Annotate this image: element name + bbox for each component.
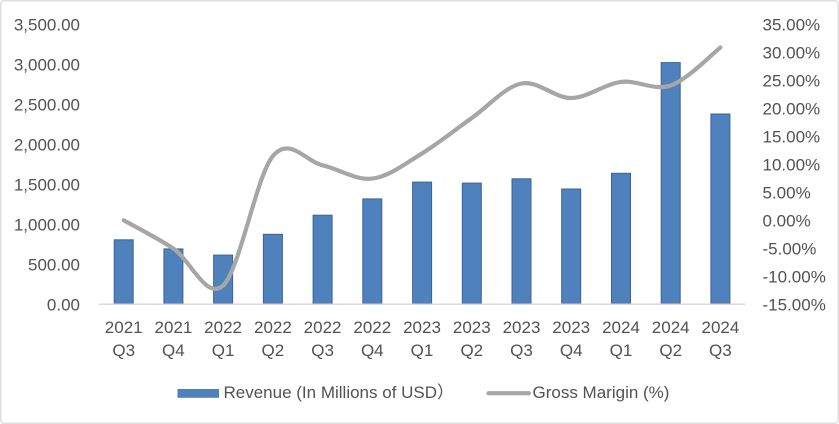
svg-text:500.00: 500.00: [28, 256, 80, 275]
svg-text:-10.00%: -10.00%: [763, 267, 826, 286]
svg-text:Gross Marigin (%): Gross Marigin (%): [533, 383, 670, 402]
svg-text:20.00%: 20.00%: [763, 99, 821, 118]
svg-text:2,500.00: 2,500.00: [14, 96, 80, 115]
svg-text:0.00%: 0.00%: [763, 211, 811, 230]
svg-text:15.00%: 15.00%: [763, 127, 821, 146]
svg-text:3,500.00: 3,500.00: [14, 16, 80, 35]
svg-text:3,000.00: 3,000.00: [14, 56, 80, 75]
svg-text:5.00%: 5.00%: [763, 183, 811, 202]
svg-text:30.00%: 30.00%: [763, 43, 821, 62]
svg-text:-15.00%: -15.00%: [763, 295, 826, 314]
svg-text:35.00%: 35.00%: [763, 15, 821, 34]
svg-text:-5.00%: -5.00%: [763, 239, 817, 258]
svg-text:10.00%: 10.00%: [763, 155, 821, 174]
svg-text:25.00%: 25.00%: [763, 71, 821, 90]
svg-text:Revenue (In Millions of USD）: Revenue (In Millions of USD）: [224, 383, 455, 402]
svg-text:1,000.00: 1,000.00: [14, 216, 80, 235]
svg-text:0.00: 0.00: [47, 295, 80, 314]
svg-text:2,000.00: 2,000.00: [14, 136, 80, 155]
svg-text:1,500.00: 1,500.00: [14, 176, 80, 195]
